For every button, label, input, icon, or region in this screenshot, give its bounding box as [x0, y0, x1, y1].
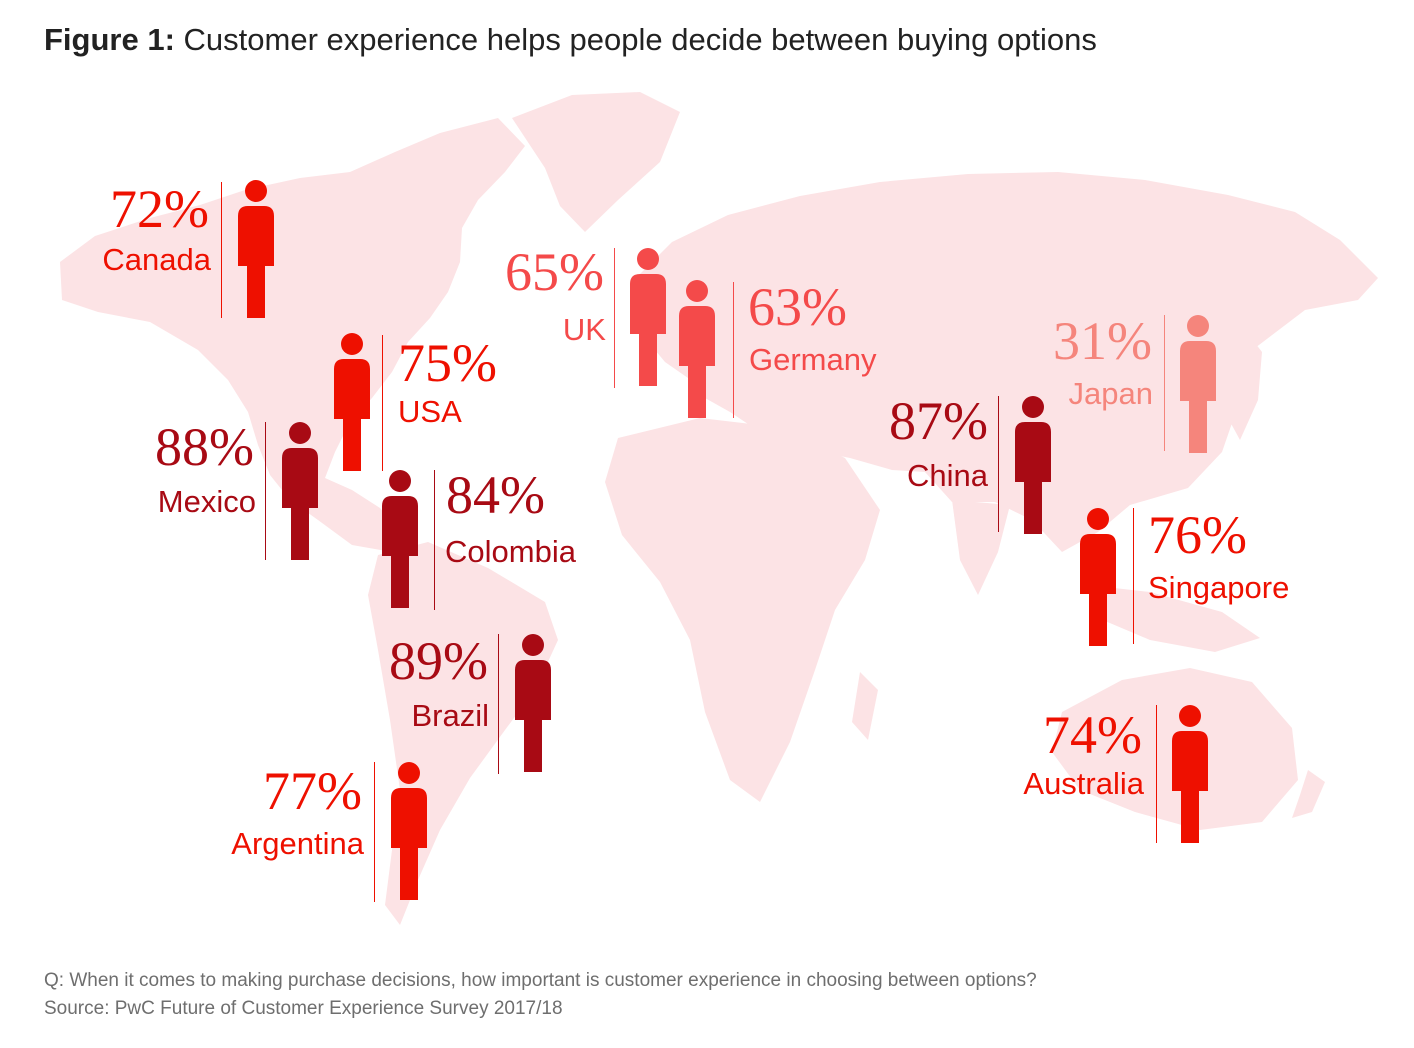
southeast-asia-landmass — [1088, 585, 1260, 652]
colombia-percent: 84% — [446, 465, 545, 525]
argentina-percent: 77% — [263, 761, 362, 821]
uk-percent: 65% — [505, 242, 604, 302]
germany-person-icon — [679, 280, 715, 418]
japan-percent: 31% — [1053, 311, 1152, 371]
footnote-source: Source: PwC Future of Customer Experienc… — [44, 998, 563, 1019]
india-landmass — [952, 500, 1010, 595]
singapore-divider — [1133, 508, 1134, 644]
madagascar-landmass — [852, 672, 878, 740]
mexico-divider — [265, 422, 266, 560]
usa-person-icon — [334, 333, 370, 471]
usa-divider — [382, 335, 383, 471]
singapore-percent: 76% — [1148, 505, 1247, 565]
usa-percent: 75% — [398, 333, 497, 393]
china-label: China — [907, 458, 988, 493]
canada-person-icon — [238, 180, 274, 318]
brazil-label: Brazil — [411, 698, 489, 733]
colombia-label: Colombia — [445, 534, 576, 569]
uk-divider — [614, 248, 615, 388]
figure-label: Figure 1: — [44, 22, 175, 57]
japan-label: Japan — [1068, 376, 1153, 411]
singapore-label: Singapore — [1148, 570, 1290, 605]
colombia-divider — [434, 470, 435, 610]
usa-label: USA — [398, 394, 462, 429]
africa-landmass — [605, 418, 880, 802]
brazil-person-icon — [515, 634, 551, 772]
uk-label: UK — [562, 312, 606, 347]
brazil-divider — [498, 634, 499, 774]
japan-landmass — [1228, 330, 1262, 440]
canada-label: Canada — [102, 242, 211, 277]
singapore-person-icon — [1080, 508, 1116, 646]
germany-divider — [733, 282, 734, 418]
germany-label: Germany — [749, 342, 877, 377]
eurasia-landmass — [632, 172, 1378, 552]
china-divider — [998, 396, 999, 532]
footnote-question: Q: When it comes to making purchase deci… — [44, 970, 1037, 991]
argentina-divider — [374, 762, 375, 902]
greenland-landmass — [512, 92, 680, 232]
north-america-landmass — [60, 118, 525, 552]
figure-title-text: Customer experience helps people decide … — [183, 22, 1097, 57]
figure-title: Figure 1: Customer experience helps peop… — [44, 22, 1097, 58]
china-percent: 87% — [889, 391, 988, 451]
china-person-icon — [1015, 396, 1051, 534]
australia-label: Australia — [1023, 766, 1144, 801]
brazil-percent: 89% — [389, 631, 488, 691]
new-zealand-landmass — [1292, 770, 1325, 818]
australia-person-icon — [1172, 705, 1208, 843]
uk-person-icon — [630, 248, 666, 386]
japan-person-icon — [1180, 315, 1216, 453]
germany-percent: 63% — [748, 277, 847, 337]
argentina-label: Argentina — [231, 826, 364, 861]
australia-percent: 74% — [1043, 705, 1142, 765]
canada-divider — [221, 182, 222, 318]
japan-divider — [1164, 315, 1165, 451]
colombia-person-icon — [382, 470, 418, 608]
mexico-label: Mexico — [157, 484, 256, 519]
argentina-person-icon — [391, 762, 427, 900]
mexico-percent: 88% — [155, 417, 254, 477]
mexico-person-icon — [282, 422, 318, 560]
canada-percent: 72% — [110, 179, 209, 239]
australia-divider — [1156, 705, 1157, 843]
